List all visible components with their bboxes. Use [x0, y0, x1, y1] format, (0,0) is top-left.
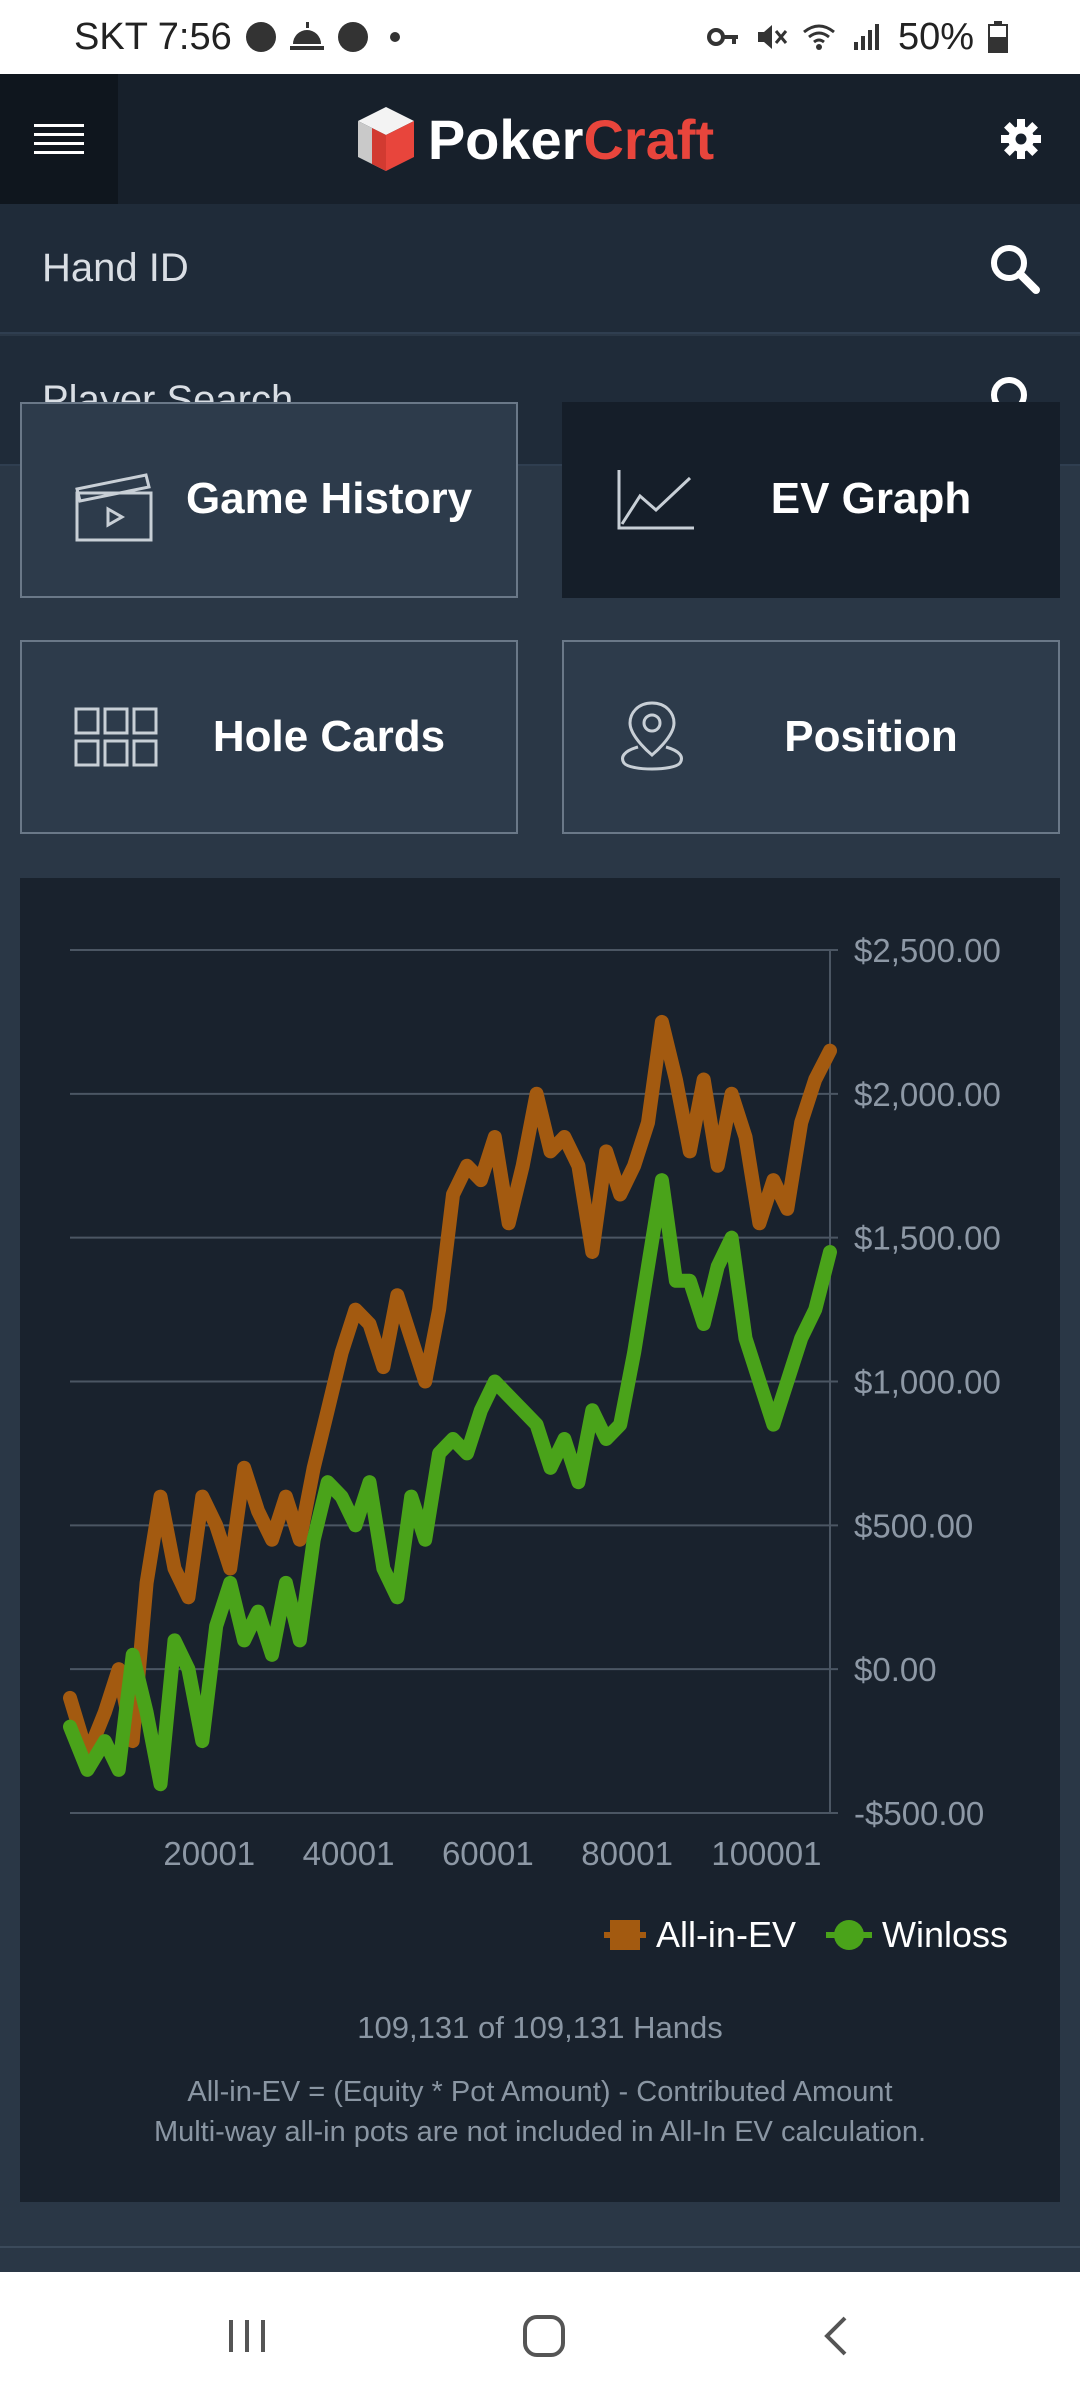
grid-icon [74, 707, 158, 767]
gear-icon [1001, 119, 1041, 159]
pokercraft-logo: Poker Craft [108, 105, 962, 173]
hamburger-icon [34, 124, 84, 154]
legend-label-all-in-ev: All-in-EV [655, 1914, 796, 1955]
chart-legend: All-in-EV Winloss [603, 1914, 1008, 1956]
system-nav-bar [0, 2272, 1080, 2400]
legend-label-winloss: Winloss [881, 1914, 1008, 1955]
battery-icon [988, 21, 1008, 53]
y-tick-label: $2,500.00 [854, 932, 1001, 969]
logo-cube-icon [357, 107, 414, 171]
footnote-line-1: All-in-EV = (Equity * Pot Amount) - Cont… [187, 2076, 893, 2108]
tile-game-history-label: Game History [185, 474, 473, 523]
settings-button[interactable] [962, 74, 1080, 204]
legend-swatch-all-in-ev [603, 1920, 646, 1950]
x-tick-label: 80001 [581, 1835, 673, 1872]
mute-icon [757, 25, 788, 49]
series-line-all-in-ev [63, 1014, 837, 1763]
carrier-time: SKT 7:56 [74, 15, 232, 58]
back-icon[interactable] [819, 2314, 855, 2358]
y-tick-label: $1,000.00 [854, 1364, 1001, 1401]
key-icon [706, 28, 738, 46]
battery-percent: 50% [897, 15, 974, 58]
x-tick-label: 60001 [442, 1835, 534, 1872]
legend-item-all-in-ev[interactable]: All-in-EV [603, 1914, 796, 1956]
logo-poker-text: Poker [427, 107, 584, 171]
x-tick-label: 100001 [711, 1835, 821, 1872]
tile-hole-cards-label: Hole Cards [212, 712, 446, 761]
logo-craft-text: Craft [583, 107, 715, 171]
recents-icon[interactable] [225, 2316, 269, 2356]
ev-graph-panel: -$500.00 $0.00 $500.00 $1,000.00 $1,500.00 $2… [20, 878, 1060, 2202]
line-graph-icon [617, 470, 694, 530]
y-tick-label: $2,000.00 [854, 1076, 1001, 1113]
location-pin-icon [621, 701, 683, 771]
dot-icon [389, 32, 400, 42]
legend-swatch-winloss [825, 1920, 872, 1950]
menu-button[interactable] [0, 74, 118, 204]
bottom-divider [0, 2246, 1080, 2272]
ev-footnote: All-in-EV = (Equity * Pot Amount) - Cont… [20, 2072, 1060, 2152]
ev-chart[interactable]: -$500.00 $0.00 $500.00 $1,000.00 $1,500.00 $2… [20, 878, 1060, 1888]
search-icon[interactable] [988, 242, 1040, 294]
x-tick-label: 20001 [163, 1835, 255, 1872]
hand-id-input[interactable]: Hand ID [42, 245, 189, 290]
legend-item-winloss[interactable]: Winloss [825, 1914, 1008, 1956]
y-tick-label: $0.00 [854, 1651, 937, 1688]
tile-game-history[interactable]: Game History [20, 402, 518, 598]
basketball-icon [337, 22, 368, 52]
status-bar: SKT 7:56 50% [0, 0, 1080, 74]
clapperboard-icon [75, 473, 153, 542]
hands-count: 109,131 of 109,131 Hands [357, 2010, 723, 2045]
hand-id-search-row[interactable]: Hand ID [0, 204, 1080, 334]
series-line-winloss [63, 1173, 837, 1792]
y-tick-label: $500.00 [854, 1507, 973, 1544]
x-tick-label: 40001 [303, 1835, 395, 1872]
tile-hole-cards[interactable]: Hole Cards [20, 640, 518, 834]
y-tick-label: -$500.00 [854, 1795, 984, 1832]
signal-icon [853, 24, 879, 50]
y-tick-label: $1,500.00 [854, 1220, 1001, 1257]
app-header: Poker Craft [0, 74, 1080, 204]
tile-position-label: Position [784, 712, 958, 761]
tile-ev-graph[interactable]: EV Graph [562, 402, 1060, 598]
tile-position[interactable]: Position [562, 640, 1060, 834]
wifi-icon [803, 24, 835, 50]
tile-ev-graph-label: EV Graph [770, 474, 972, 523]
sunrise-icon [289, 22, 324, 50]
status-left: SKT 7:56 [74, 16, 400, 59]
footnote-line-2: Multi-way all-in pots are not included i… [153, 2116, 927, 2148]
basketball-icon [245, 22, 276, 52]
status-right: 50% [706, 16, 1008, 59]
home-icon[interactable] [520, 2312, 568, 2360]
